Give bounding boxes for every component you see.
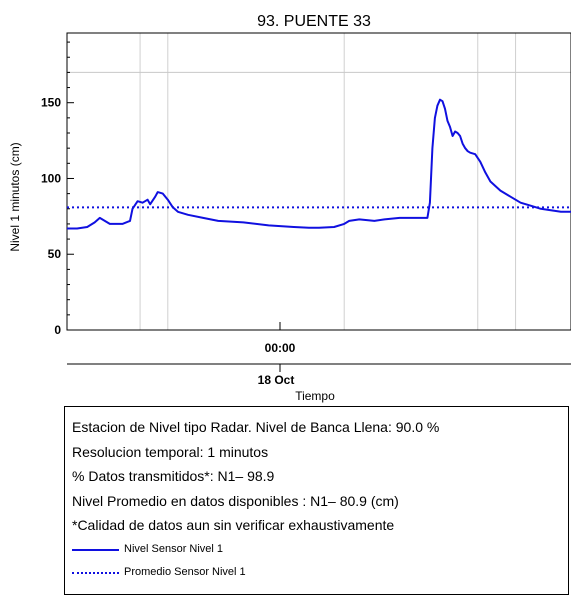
info-transmitted-line: % Datos transmitidos*: N1– 98.9 <box>72 468 275 484</box>
legend-label: Promedio Sensor Nivel 1 <box>124 566 246 578</box>
series-line-nivel <box>67 98 571 230</box>
plot-frame <box>66 32 571 331</box>
legend-swatch-dotted <box>72 572 119 574</box>
info-quality-note: *Calidad de datos aun sin verificar exha… <box>72 517 395 533</box>
x-axis-label: Tiempo <box>295 389 335 403</box>
y-tick-label-50: 50 <box>48 247 62 261</box>
info-resolution-line: Resolucion temporal: 1 minutos <box>72 444 269 460</box>
y-axis: 0 50 100 150 <box>41 41 74 337</box>
info-station-line: Estacion de Nivel tipo Radar. Nivel de B… <box>72 419 440 435</box>
grid-lines <box>139 33 517 330</box>
chart-title: 93. PUENTE 33 <box>257 13 371 30</box>
info-mean-line: Nivel Promedio en datos disponibles : N1… <box>72 493 399 509</box>
y-axis-label: Nivel 1 minutos (cm) <box>8 142 22 251</box>
y-tick-label-0: 0 <box>54 323 61 337</box>
chart: 93. PUENTE 33 0 50 100 150 Nivel 1 minutos … <box>8 13 571 403</box>
legend-item-nivel: Nivel Sensor Nivel 1 <box>72 543 372 557</box>
y-tick-label-100: 100 <box>41 171 61 185</box>
legend-item-promedio: Promedio Sensor Nivel 1 <box>72 566 372 580</box>
legend-swatch-solid <box>72 549 119 551</box>
date-label: 18 Oct <box>258 373 295 387</box>
x-tick-label: 00:00 <box>265 341 296 355</box>
y-tick-label-150: 150 <box>41 96 61 110</box>
legend-label: Nivel Sensor Nivel 1 <box>124 543 224 555</box>
info-panel: Estacion de Nivel tipo Radar. Nivel de B… <box>64 406 569 595</box>
